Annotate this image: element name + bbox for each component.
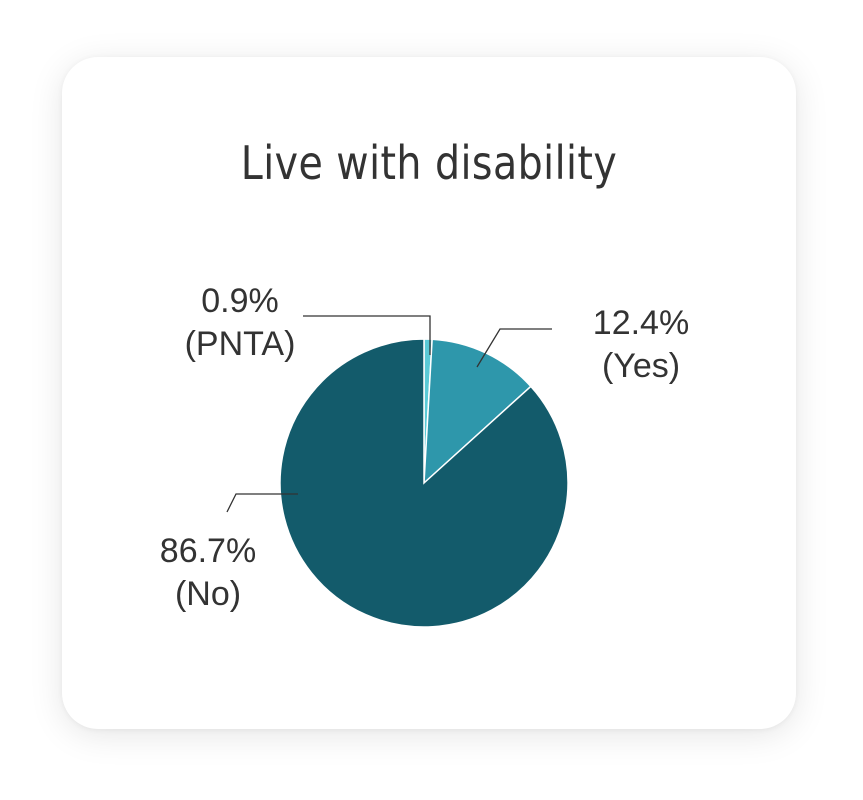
- leader-line-pnta: [303, 315, 431, 355]
- data-label-value-no: 86.7%: [160, 532, 256, 570]
- data-label-category-yes: (Yes): [602, 347, 680, 385]
- chart-title: Live with disability: [240, 136, 618, 190]
- leader-line-yes: [476, 328, 552, 368]
- data-label-value-pnta: 0.9%: [201, 282, 279, 320]
- data-label-category-no: (No): [175, 575, 241, 613]
- leader-line-no: [226, 493, 298, 513]
- pie-slice-no: [279, 338, 569, 628]
- data-label-value-yes: 12.4%: [593, 304, 689, 342]
- data-label-category-pnta: (PNTA): [185, 325, 296, 363]
